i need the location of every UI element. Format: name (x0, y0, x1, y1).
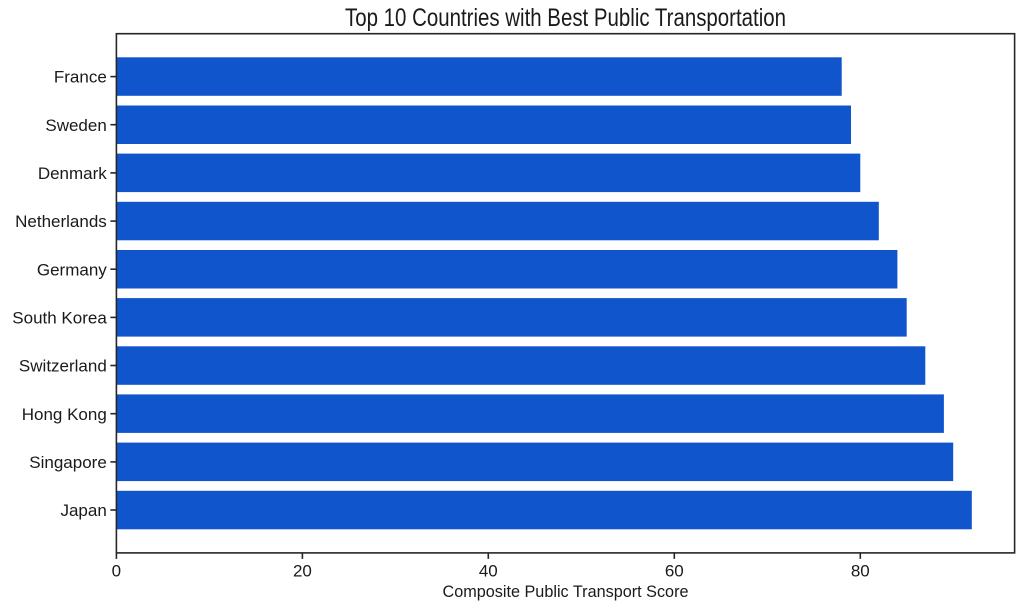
svg-text:Composite Public Transport Sco: Composite Public Transport Score (443, 582, 689, 601)
svg-text:Top 10 Countries with Best Pub: Top 10 Countries with Best Public Transp… (345, 4, 786, 32)
svg-text:20: 20 (293, 561, 312, 580)
svg-text:0: 0 (112, 561, 121, 580)
svg-text:Germany: Germany (37, 260, 107, 279)
svg-text:South Korea: South Korea (12, 309, 107, 328)
svg-text:40: 40 (479, 561, 498, 580)
svg-text:Sweden: Sweden (45, 116, 106, 135)
svg-text:Denmark: Denmark (38, 164, 107, 183)
svg-text:Hong Kong: Hong Kong (22, 405, 107, 424)
svg-text:France: France (54, 68, 107, 87)
svg-text:Singapore: Singapore (29, 453, 107, 472)
svg-text:80: 80 (851, 561, 870, 580)
svg-text:Switzerland: Switzerland (19, 357, 107, 376)
svg-text:Japan: Japan (60, 501, 106, 520)
svg-text:Netherlands: Netherlands (15, 212, 107, 231)
svg-text:60: 60 (665, 561, 684, 580)
